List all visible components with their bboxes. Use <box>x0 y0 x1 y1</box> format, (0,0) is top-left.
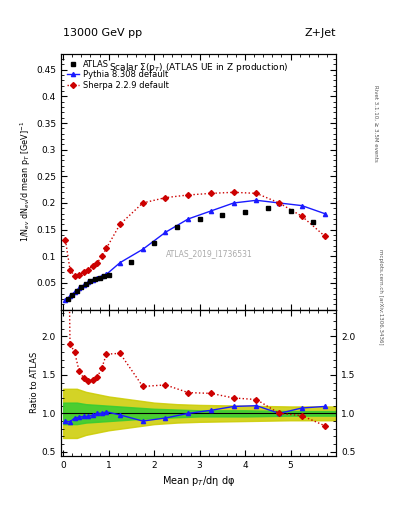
Pythia 8.308 default <box>104 271 109 278</box>
Pythia 8.308 default <box>77 285 81 291</box>
Line: Pythia 8.308 default: Pythia 8.308 default <box>63 198 327 302</box>
Sherpa 2.2.9 default <box>86 266 90 272</box>
Sherpa 2.2.9 default <box>99 253 104 259</box>
ATLAS <box>102 273 107 279</box>
Pythia 8.308 default <box>63 297 68 303</box>
ATLAS <box>70 291 75 297</box>
Pythia 8.308 default <box>254 197 259 203</box>
ATLAS <box>311 219 316 225</box>
Pythia 8.308 default <box>231 200 236 206</box>
Pythia 8.308 default <box>140 246 145 252</box>
ATLAS <box>243 209 248 215</box>
Line: ATLAS: ATLAS <box>65 206 316 301</box>
ATLAS <box>152 240 156 246</box>
Pythia 8.308 default <box>68 293 72 300</box>
Sherpa 2.2.9 default <box>231 189 236 196</box>
Pythia 8.308 default <box>90 276 95 283</box>
Text: ATLAS_2019_I1736531: ATLAS_2019_I1736531 <box>166 249 253 258</box>
ATLAS <box>288 208 293 214</box>
Sherpa 2.2.9 default <box>209 190 213 197</box>
ATLAS <box>93 276 97 282</box>
Pythia 8.308 default <box>322 210 327 217</box>
Text: Z+Jet: Z+Jet <box>305 28 336 38</box>
Pythia 8.308 default <box>81 282 86 288</box>
ATLAS <box>65 296 70 302</box>
Pythia 8.308 default <box>72 289 77 295</box>
Sherpa 2.2.9 default <box>118 221 122 227</box>
Sherpa 2.2.9 default <box>104 245 109 251</box>
Text: mcplots.cern.ch [arXiv:1306.3436]: mcplots.cern.ch [arXiv:1306.3436] <box>378 249 383 345</box>
ATLAS <box>79 284 84 290</box>
Pythia 8.308 default <box>99 273 104 279</box>
ATLAS <box>129 259 134 265</box>
Sherpa 2.2.9 default <box>186 192 191 198</box>
ATLAS <box>97 274 102 281</box>
Sherpa 2.2.9 default <box>254 190 259 197</box>
ATLAS <box>84 281 88 287</box>
ATLAS <box>74 288 79 294</box>
Pythia 8.308 default <box>118 260 122 266</box>
ATLAS <box>88 278 93 284</box>
ATLAS <box>197 216 202 222</box>
Sherpa 2.2.9 default <box>63 237 68 243</box>
ATLAS <box>220 211 225 218</box>
Text: Scalar $\Sigma$(p$_T$) (ATLAS UE in Z production): Scalar $\Sigma$(p$_T$) (ATLAS UE in Z pr… <box>108 61 288 74</box>
Sherpa 2.2.9 default <box>81 269 86 275</box>
Pythia 8.308 default <box>277 200 281 206</box>
Sherpa 2.2.9 default <box>299 213 304 219</box>
Sherpa 2.2.9 default <box>322 233 327 239</box>
Y-axis label: 1/N$_{ev}$ dN$_{ev}$/d mean p$_T$ [GeV]$^{-1}$: 1/N$_{ev}$ dN$_{ev}$/d mean p$_T$ [GeV]$… <box>19 121 33 242</box>
Pythia 8.308 default <box>163 229 168 236</box>
Sherpa 2.2.9 default <box>95 260 100 266</box>
Sherpa 2.2.9 default <box>277 200 281 206</box>
Pythia 8.308 default <box>186 216 191 222</box>
Text: 13000 GeV pp: 13000 GeV pp <box>63 28 142 38</box>
Pythia 8.308 default <box>209 208 213 214</box>
Sherpa 2.2.9 default <box>77 272 81 278</box>
Pythia 8.308 default <box>299 203 304 209</box>
Line: Sherpa 2.2.9 default: Sherpa 2.2.9 default <box>63 190 327 278</box>
Sherpa 2.2.9 default <box>72 273 77 279</box>
Sherpa 2.2.9 default <box>68 266 72 272</box>
Sherpa 2.2.9 default <box>90 263 95 269</box>
Y-axis label: Ratio to ATLAS: Ratio to ATLAS <box>30 352 39 413</box>
ATLAS <box>174 224 179 230</box>
Legend: ATLAS, Pythia 8.308 default, Sherpa 2.2.9 default: ATLAS, Pythia 8.308 default, Sherpa 2.2.… <box>65 58 170 92</box>
Pythia 8.308 default <box>95 274 100 281</box>
Sherpa 2.2.9 default <box>163 195 168 201</box>
Sherpa 2.2.9 default <box>140 200 145 206</box>
Pythia 8.308 default <box>86 279 90 285</box>
Text: Rivet 3.1.10, ≥ 3.5M events: Rivet 3.1.10, ≥ 3.5M events <box>373 84 378 161</box>
X-axis label: Mean p$_T$/dη dφ: Mean p$_T$/dη dφ <box>162 474 235 488</box>
ATLAS <box>106 272 111 278</box>
ATLAS <box>265 205 270 211</box>
